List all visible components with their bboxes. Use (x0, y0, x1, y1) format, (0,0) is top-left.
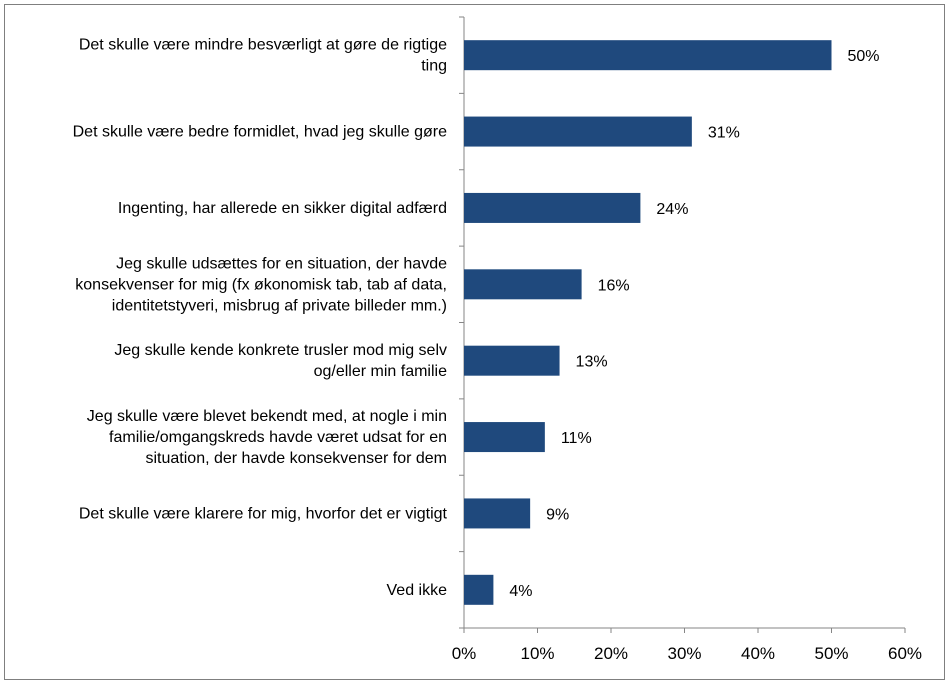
category-label: Det skulle være bedre formidlet, hvad je… (73, 124, 447, 141)
category-label: Jeg skulle være blevet bekendt med, at n… (87, 408, 447, 467)
data-label: 50% (848, 48, 880, 65)
data-label: 11% (561, 430, 592, 447)
category-label: Jeg skulle udsættes for en situation, de… (75, 255, 447, 314)
data-label: 31% (708, 125, 740, 142)
data-label: 13% (576, 354, 608, 371)
chart-frame: 0% 10% 20% 30% 40% 50% 60% 50% Det skulle være m… (4, 4, 945, 680)
category-label: Ved ikke (387, 582, 448, 599)
bar (464, 574, 494, 605)
bar (464, 40, 832, 71)
data-label: 9% (546, 506, 569, 523)
data-label: 16% (598, 277, 630, 294)
bar (464, 269, 582, 300)
x-tick-label: 30% (667, 644, 701, 663)
bar (464, 192, 641, 223)
x-tick-label: 60% (888, 644, 922, 663)
bar (464, 116, 692, 147)
bar (464, 422, 545, 453)
category-label: Det skulle være mindre besværligt at gør… (79, 37, 447, 75)
data-label: 24% (656, 201, 688, 218)
bar (464, 345, 560, 376)
x-tick-label: 20% (594, 644, 628, 663)
x-tick-label: 40% (741, 644, 775, 663)
x-tick-label: 0% (452, 644, 477, 663)
bar-chart: 0% 10% 20% 30% 40% 50% 60% 50% Det skulle være m… (73, 16, 922, 663)
category-label: Det skulle være klarere for mig, hvorfor… (79, 505, 448, 522)
category-label: Jeg skulle kende konkrete trusler mod mi… (114, 342, 447, 380)
x-tick-label: 10% (520, 644, 554, 663)
x-tick-label: 50% (814, 644, 848, 663)
category-label: Ingenting, har allerede en sikker digita… (118, 200, 447, 217)
data-label: 4% (509, 583, 532, 600)
bar (464, 498, 531, 529)
